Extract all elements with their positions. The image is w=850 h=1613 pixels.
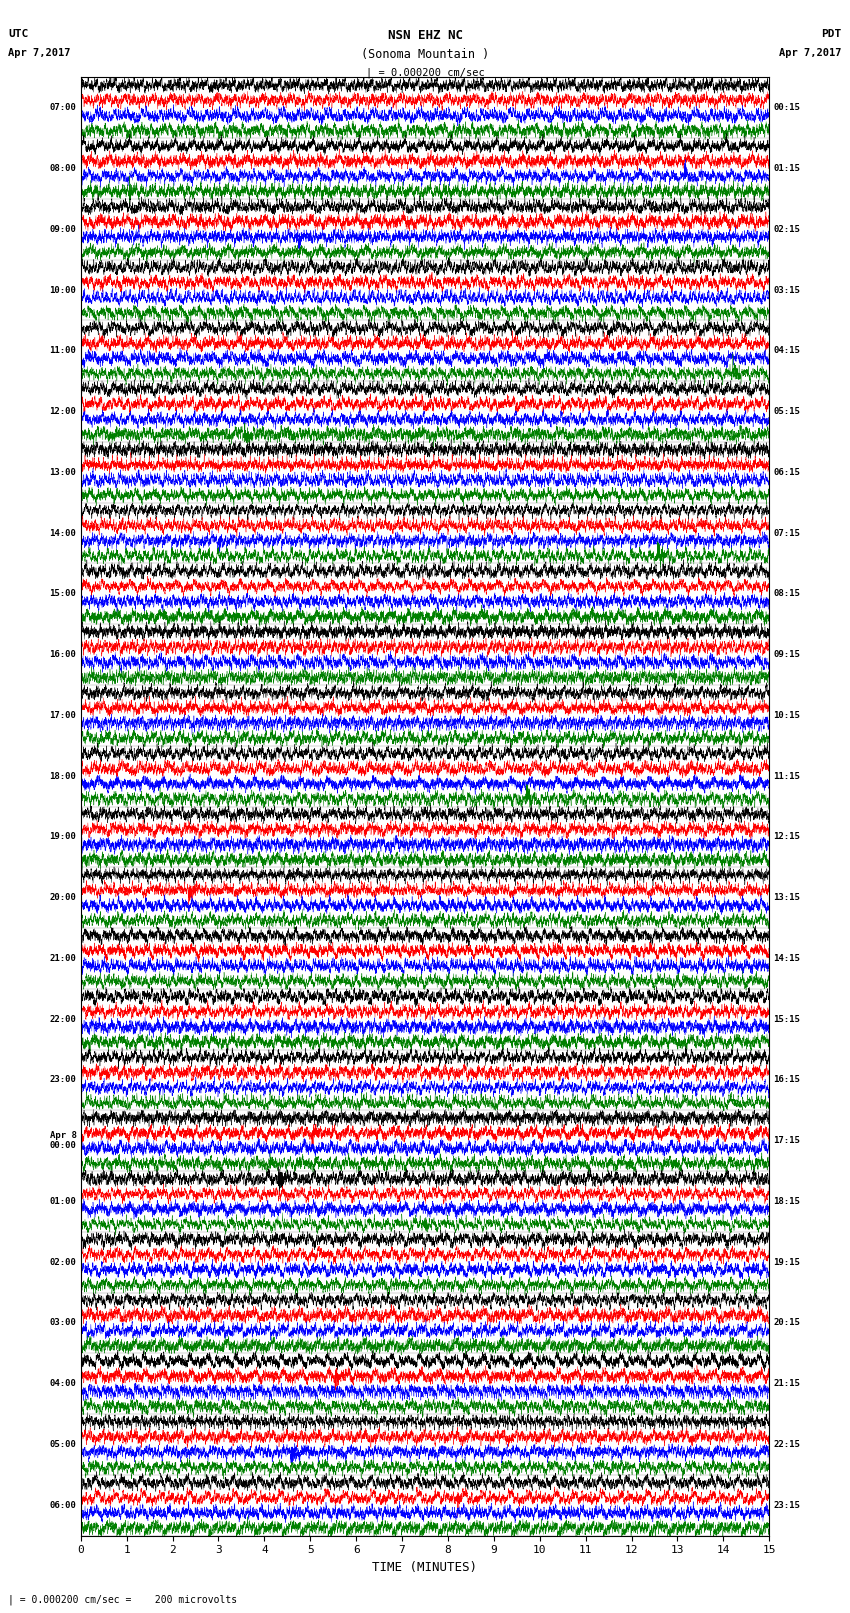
Text: 09:00: 09:00	[49, 224, 76, 234]
Text: 15:00: 15:00	[49, 589, 76, 598]
Text: 05:00: 05:00	[49, 1440, 76, 1448]
Text: 23:15: 23:15	[774, 1500, 801, 1510]
Text: 10:15: 10:15	[774, 711, 801, 719]
Text: | = 0.000200 cm/sec =    200 microvolts: | = 0.000200 cm/sec = 200 microvolts	[8, 1594, 238, 1605]
Text: 20:15: 20:15	[774, 1318, 801, 1327]
Text: (Sonoma Mountain ): (Sonoma Mountain )	[361, 48, 489, 61]
Text: NSN EHZ NC: NSN EHZ NC	[388, 29, 462, 42]
Text: 01:15: 01:15	[774, 165, 801, 173]
Text: 06:00: 06:00	[49, 1500, 76, 1510]
Text: 19:15: 19:15	[774, 1258, 801, 1266]
Text: 08:00: 08:00	[49, 165, 76, 173]
Text: 03:00: 03:00	[49, 1318, 76, 1327]
Text: 22:00: 22:00	[49, 1015, 76, 1024]
Text: Apr 8
00:00: Apr 8 00:00	[49, 1131, 76, 1150]
Text: 18:00: 18:00	[49, 771, 76, 781]
Text: 02:00: 02:00	[49, 1258, 76, 1266]
Text: 14:00: 14:00	[49, 529, 76, 537]
Text: 06:15: 06:15	[774, 468, 801, 477]
Text: | = 0.000200 cm/sec: | = 0.000200 cm/sec	[366, 68, 484, 79]
Text: 07:00: 07:00	[49, 103, 76, 113]
Text: 23:00: 23:00	[49, 1076, 76, 1084]
Text: 22:15: 22:15	[774, 1440, 801, 1448]
Text: 15:15: 15:15	[774, 1015, 801, 1024]
Text: 17:00: 17:00	[49, 711, 76, 719]
Text: 13:15: 13:15	[774, 894, 801, 902]
Text: 02:15: 02:15	[774, 224, 801, 234]
Text: 19:00: 19:00	[49, 832, 76, 842]
Text: 21:00: 21:00	[49, 953, 76, 963]
Text: 16:00: 16:00	[49, 650, 76, 660]
Text: UTC: UTC	[8, 29, 29, 39]
Text: 08:15: 08:15	[774, 589, 801, 598]
Text: 14:15: 14:15	[774, 953, 801, 963]
Text: 11:15: 11:15	[774, 771, 801, 781]
Text: 21:15: 21:15	[774, 1379, 801, 1389]
Text: 11:00: 11:00	[49, 347, 76, 355]
Text: 09:15: 09:15	[774, 650, 801, 660]
Text: Apr 7,2017: Apr 7,2017	[779, 48, 842, 58]
Text: 07:15: 07:15	[774, 529, 801, 537]
Text: 05:15: 05:15	[774, 406, 801, 416]
Text: 03:15: 03:15	[774, 286, 801, 295]
Text: 17:15: 17:15	[774, 1136, 801, 1145]
Text: 13:00: 13:00	[49, 468, 76, 477]
Text: 04:00: 04:00	[49, 1379, 76, 1389]
Text: Apr 7,2017: Apr 7,2017	[8, 48, 71, 58]
Text: 01:00: 01:00	[49, 1197, 76, 1207]
Text: 12:00: 12:00	[49, 406, 76, 416]
Text: 10:00: 10:00	[49, 286, 76, 295]
Text: 16:15: 16:15	[774, 1076, 801, 1084]
Text: 20:00: 20:00	[49, 894, 76, 902]
Text: PDT: PDT	[821, 29, 842, 39]
Text: 12:15: 12:15	[774, 832, 801, 842]
Text: 18:15: 18:15	[774, 1197, 801, 1207]
X-axis label: TIME (MINUTES): TIME (MINUTES)	[372, 1561, 478, 1574]
Text: 00:15: 00:15	[774, 103, 801, 113]
Text: 04:15: 04:15	[774, 347, 801, 355]
